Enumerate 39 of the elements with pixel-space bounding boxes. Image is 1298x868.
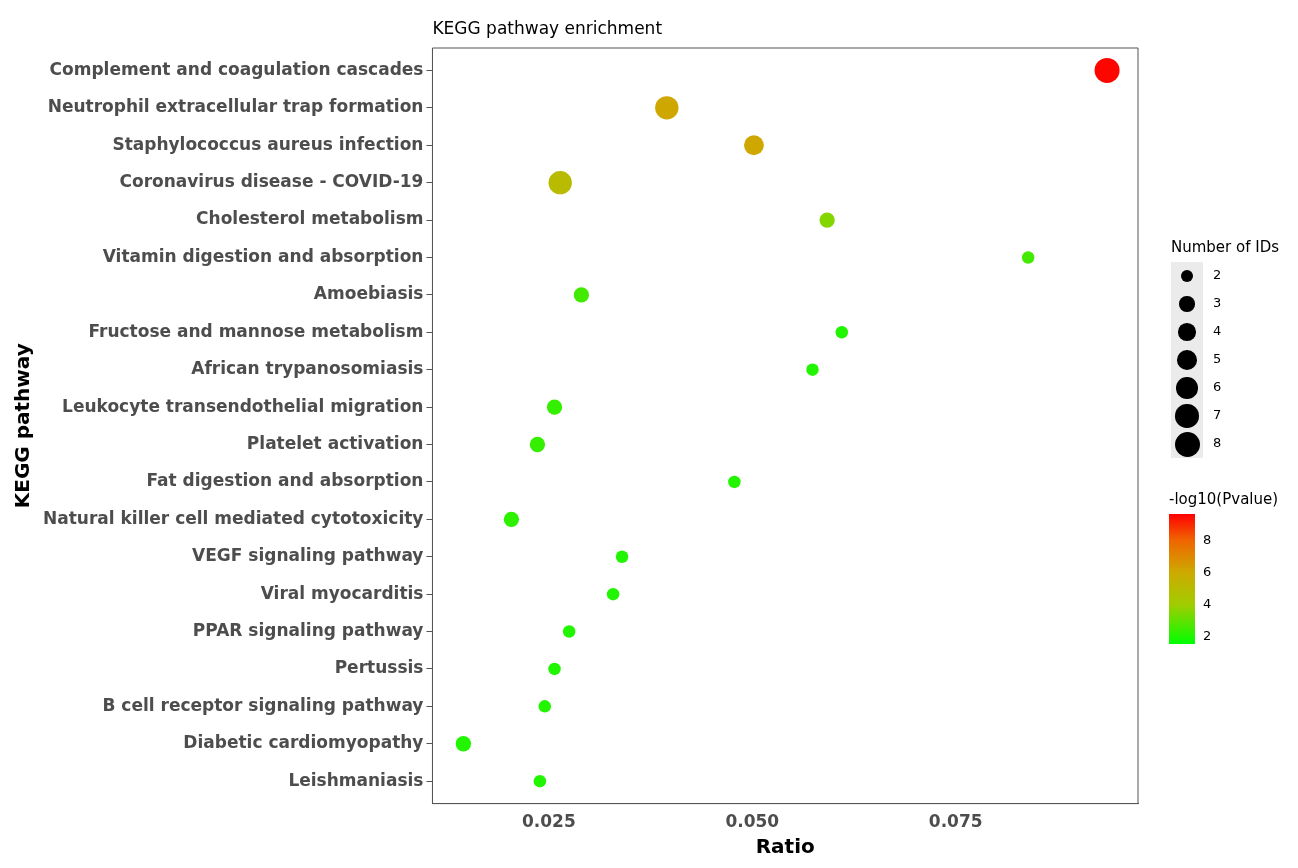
y-tick-label: Viral myocarditis xyxy=(260,582,424,603)
x-axis-title: Ratio xyxy=(755,834,815,859)
y-tick-label: Natural killer cell mediated cytotoxicity xyxy=(42,507,424,528)
y-tick-label: PPAR signaling pathway xyxy=(192,619,424,640)
y-tick-label: Vitamin digestion and absorption xyxy=(102,245,424,266)
legend-label: 2 xyxy=(1213,267,1222,282)
y-tick-label: Leishmaniasis xyxy=(288,769,424,790)
y-tick-label: B cell receptor signaling pathway xyxy=(102,694,424,715)
y-tick-label: Pertussis xyxy=(334,657,424,678)
y-tick-label: Platelet activation xyxy=(246,432,424,453)
chart-title: KEGG pathway enrichment xyxy=(432,17,663,38)
x-tick-label: 0.025 xyxy=(521,811,576,832)
y-tick-label: Fructose and mannose metabolism xyxy=(88,320,424,341)
y-tick-label: Staphylococcus aureus infection xyxy=(112,133,424,154)
x-tick-label: 0.050 xyxy=(725,811,780,832)
y-tick-label: Fat digestion and absorption xyxy=(146,470,424,491)
legend-label: 7 xyxy=(1213,407,1222,422)
y-tick-label: Cholesterol metabolism xyxy=(196,208,424,229)
y-tick-label: VEGF signaling pathway xyxy=(192,545,424,566)
y-tick-label: Complement and coagulation cascades xyxy=(49,58,424,79)
legend-label: 8 xyxy=(1213,435,1222,450)
legend-label: 4 xyxy=(1213,323,1222,338)
x-tick-label: 0.075 xyxy=(928,811,983,832)
y-tick-label: Leukocyte transendothelial migration xyxy=(62,395,424,416)
y-axis-title: KEGG pathway xyxy=(10,343,35,509)
color-bar-title: -log10(Pvalue) xyxy=(1169,490,1279,508)
color-bar-label: 8 xyxy=(1203,531,1212,548)
legend-label: 5 xyxy=(1213,351,1222,366)
legend-title: Number of IDs xyxy=(1171,238,1280,256)
y-tick-label: Diabetic cardiomyopathy xyxy=(183,732,424,753)
y-tick-label: Neutrophil extracellular trap formation xyxy=(47,96,424,117)
color-bar-label: 4 xyxy=(1203,595,1212,612)
y-tick-label: Coronavirus disease - COVID-19 xyxy=(119,171,424,192)
color-bar-label: 2 xyxy=(1203,627,1212,644)
y-tick-label: Amoebiasis xyxy=(313,283,424,304)
color-bar-label: 6 xyxy=(1203,563,1212,580)
y-tick-label: African trypanosomiasis xyxy=(191,358,424,379)
legend-label: 3 xyxy=(1213,295,1222,310)
legend-label: 6 xyxy=(1213,379,1222,394)
